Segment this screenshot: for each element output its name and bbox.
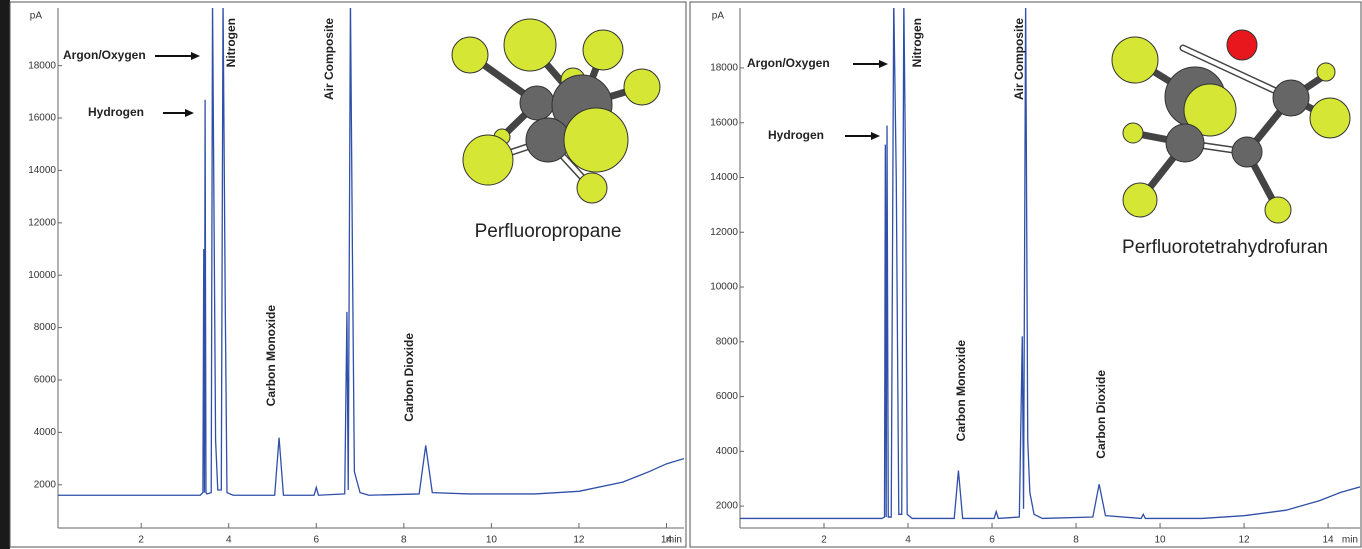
y-tick-label: 18000: [710, 63, 738, 74]
y-tick-label: 16000: [28, 113, 56, 124]
y-tick-label: 10000: [28, 270, 56, 281]
x-tick-label: 6: [313, 535, 319, 546]
y-tick-label: 6000: [34, 375, 57, 386]
x-tick-label: 6: [989, 535, 995, 546]
y-tick-label: 12000: [28, 217, 56, 228]
x-tick-label: 4: [905, 535, 911, 546]
x-tick-label: 10: [486, 535, 498, 546]
peak-label: Argon/Oxygen: [63, 48, 146, 62]
x-tick-label: 12: [573, 535, 585, 546]
peak-label: Nitrogen: [910, 18, 924, 67]
peak-label: Air Composite: [1012, 18, 1026, 100]
x-tick-label: 10: [1154, 535, 1166, 546]
y-tick-label: 6000: [716, 391, 739, 402]
y-unit: pA: [712, 11, 725, 22]
y-tick-label: 12000: [710, 227, 738, 238]
y-tick-label: 4000: [34, 427, 57, 438]
x-unit: min: [1342, 535, 1358, 546]
y-unit: pA: [30, 11, 43, 22]
x-tick-label: 8: [401, 535, 407, 546]
y-tick-label: 14000: [28, 165, 56, 176]
y-tick-label: 2000: [34, 479, 57, 490]
peak-label: Air Composite: [322, 18, 336, 100]
y-tick-label: 8000: [716, 336, 739, 347]
peak-label: Carbon Dioxide: [1094, 370, 1108, 459]
y-tick-label: 2000: [716, 501, 739, 512]
y-tick-label: 14000: [710, 172, 738, 183]
x-tick-label: 2: [821, 535, 827, 546]
y-tick-label: 16000: [710, 117, 738, 128]
x-tick-label: 8: [1073, 535, 1079, 546]
x-tick-label: 2: [138, 535, 144, 546]
y-tick-label: 4000: [716, 446, 739, 457]
figure: 2000 4000 6000 8000 10000 12000 14000 16000 1800…: [0, 0, 1362, 549]
x-tick-label: 12: [1239, 535, 1251, 546]
peak-label: Nitrogen: [224, 18, 238, 67]
x-tick-label: 14: [1323, 535, 1335, 546]
x-tick-label: 4: [226, 535, 232, 546]
compound-name: Perfluorotetrahydrofuran: [1122, 237, 1328, 258]
peak-label: Carbon Dioxide: [402, 333, 416, 422]
peak-label: Carbon Monoxide: [954, 340, 968, 442]
peak-label: Carbon Monoxide: [264, 305, 278, 407]
peak-label: Argon/Oxygen: [747, 56, 830, 70]
x-unit: min: [666, 535, 682, 546]
y-tick-label: 8000: [34, 322, 57, 333]
y-tick-label: 10000: [710, 282, 738, 293]
peak-label: Hydrogen: [768, 128, 824, 142]
y-tick-label: 18000: [28, 60, 56, 71]
peak-label: Hydrogen: [88, 105, 144, 119]
frame-edge: [0, 0, 10, 549]
compound-name: Perfluoropropane: [475, 221, 622, 242]
